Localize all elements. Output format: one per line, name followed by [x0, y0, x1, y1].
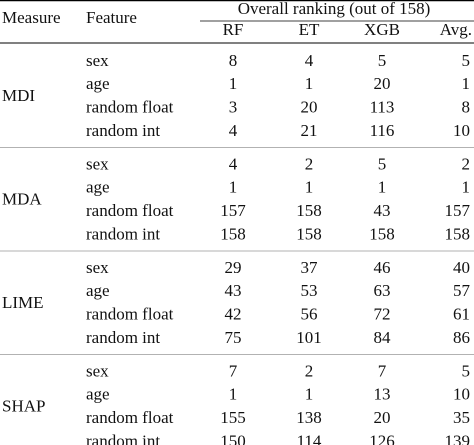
- feature-label: age: [86, 281, 110, 300]
- rank-cell: 101: [296, 328, 322, 347]
- measure-label: LIME: [2, 293, 44, 312]
- rank-cell: 126: [369, 431, 395, 445]
- rank-cell: 4: [229, 154, 238, 173]
- column-header: RF: [223, 20, 244, 39]
- group-header: Overall ranking (out of 158): [238, 0, 431, 18]
- rank-cell: 35: [453, 408, 470, 427]
- rank-cell: 57: [453, 281, 471, 300]
- rank-cell: 138: [296, 408, 322, 427]
- rank-cell: 1: [229, 385, 238, 404]
- feature-label: age: [86, 74, 110, 93]
- rank-cell: 20: [374, 408, 391, 427]
- rank-cell: 46: [374, 258, 391, 277]
- rank-cell: 158: [296, 201, 322, 220]
- rank-cell: 1: [229, 74, 238, 93]
- rank-cell: 40: [453, 258, 470, 277]
- feature-label: random int: [86, 121, 160, 140]
- rank-cell: 1: [462, 178, 471, 197]
- rank-cell: 43: [374, 201, 391, 220]
- rank-cell: 158: [220, 224, 246, 243]
- rank-cell: 139: [445, 431, 471, 445]
- rank-cell: 42: [225, 305, 242, 324]
- feature-label: sex: [86, 154, 109, 173]
- rank-cell: 5: [462, 361, 471, 380]
- rank-cell: 7: [229, 361, 238, 380]
- rank-cell: 2: [462, 154, 471, 173]
- rank-cell: 20: [374, 74, 391, 93]
- rank-cell: 116: [370, 121, 395, 140]
- rank-cell: 63: [374, 281, 391, 300]
- rank-cell: 86: [453, 328, 470, 347]
- feature-label: random int: [86, 224, 160, 243]
- rank-cell: 1: [305, 74, 314, 93]
- rank-cell: 75: [225, 328, 242, 347]
- rank-cell: 158: [445, 224, 471, 243]
- feature-label: sex: [86, 51, 109, 70]
- rank-cell: 20: [301, 98, 318, 117]
- measure-label: SHAP: [2, 396, 45, 415]
- rank-cell: 1: [378, 178, 387, 197]
- feature-label: random int: [86, 328, 160, 347]
- feature-label: age: [86, 178, 110, 197]
- measure-header: Measure: [2, 8, 61, 27]
- feature-label: sex: [86, 258, 109, 277]
- rank-cell: 157: [445, 201, 471, 220]
- measure-label: MDA: [2, 189, 42, 208]
- column-header: Avg.: [440, 20, 472, 39]
- feature-label: random float: [86, 305, 174, 324]
- rank-cell: 8: [462, 98, 471, 117]
- rank-cell: 5: [378, 154, 387, 173]
- rank-cell: 72: [374, 305, 391, 324]
- rank-cell: 113: [370, 98, 395, 117]
- rank-cell: 10: [453, 385, 470, 404]
- feature-label: random float: [86, 408, 174, 427]
- rank-cell: 1: [305, 385, 314, 404]
- feature-label: age: [86, 385, 110, 404]
- feature-label: random float: [86, 98, 174, 117]
- rank-cell: 4: [305, 51, 314, 70]
- column-header: ET: [299, 20, 320, 39]
- rank-cell: 7: [378, 361, 387, 380]
- rank-cell: 5: [462, 51, 471, 70]
- rank-cell: 3: [229, 98, 238, 117]
- rank-cell: 4: [229, 121, 238, 140]
- feature-header: Feature: [86, 8, 137, 27]
- rank-cell: 29: [225, 258, 242, 277]
- rank-cell: 21: [301, 121, 318, 140]
- rank-cell: 56: [301, 305, 318, 324]
- feature-label: random float: [86, 201, 174, 220]
- rank-cell: 43: [225, 281, 242, 300]
- rank-cell: 114: [297, 431, 322, 445]
- feature-label: random int: [86, 431, 160, 445]
- rank-cell: 157: [220, 201, 246, 220]
- rank-cell: 158: [296, 224, 322, 243]
- rank-cell: 5: [378, 51, 387, 70]
- rank-cell: 158: [369, 224, 395, 243]
- rank-cell: 150: [220, 431, 246, 445]
- rank-cell: 61: [453, 305, 470, 324]
- measure-label: MDI: [2, 86, 35, 105]
- feature-label: sex: [86, 361, 109, 380]
- rank-cell: 1: [305, 178, 314, 197]
- rank-cell: 155: [220, 408, 246, 427]
- rank-cell: 2: [305, 361, 314, 380]
- rank-cell: 37: [301, 258, 319, 277]
- column-header: XGB: [364, 20, 400, 39]
- rank-cell: 1: [462, 74, 471, 93]
- rank-cell: 2: [305, 154, 314, 173]
- rank-cell: 8: [229, 51, 238, 70]
- rank-cell: 84: [374, 328, 392, 347]
- rank-cell: 13: [374, 385, 391, 404]
- rank-cell: 10: [453, 121, 470, 140]
- rank-cell: 1: [229, 178, 238, 197]
- rank-cell: 53: [301, 281, 318, 300]
